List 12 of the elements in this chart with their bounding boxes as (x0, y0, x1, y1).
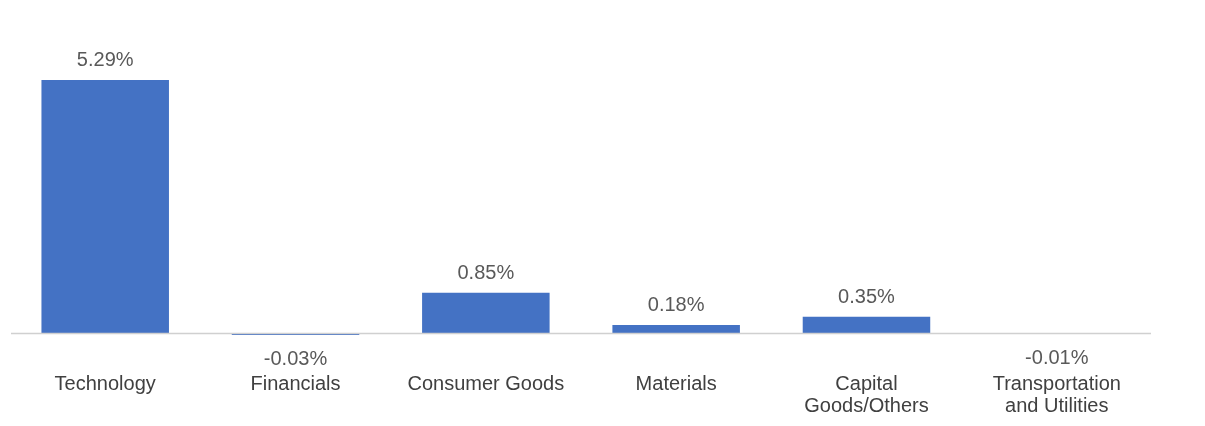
x-tick-label: Transportation and Utilities (992, 371, 1121, 416)
data-label: 0.35% (838, 284, 896, 307)
data-label: 0.18% (647, 292, 705, 315)
x-tick-label: Materials (635, 371, 717, 394)
x-tick-label: Consumer Goods (407, 371, 565, 394)
data-label: 5.29% (76, 48, 134, 70)
data-label: -0.01% (1025, 346, 1089, 369)
data-label: -0.03% (263, 347, 328, 369)
x-tick-label: Financials (250, 371, 341, 394)
x-tick-label: Technology (54, 371, 156, 394)
x-tick-label: Capital Goods/Others (804, 371, 929, 416)
data-label: 0.85% (457, 260, 515, 283)
